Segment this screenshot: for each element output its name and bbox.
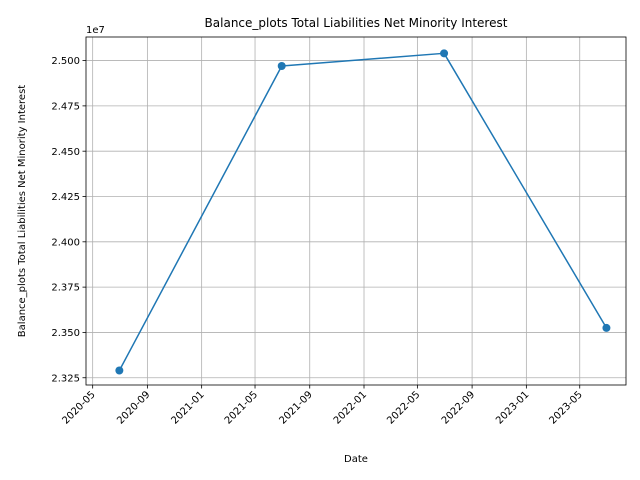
plot-area <box>115 49 611 375</box>
y-tick-label: 2.350 <box>51 328 80 339</box>
x-tick-label: 2022-05 <box>385 389 422 426</box>
x-tick-label: 2021-05 <box>223 389 260 426</box>
y-tick-label: 2.425 <box>51 192 80 203</box>
data-point-marker <box>277 62 286 70</box>
x-tick-label: 2022-01 <box>332 389 369 426</box>
y-tick-label: 2.375 <box>51 283 80 294</box>
y-tick-label: 2.500 <box>51 56 80 67</box>
y-axis-offset-label: 1e7 <box>86 25 105 36</box>
chart-title: Balance_plots Total Liabilities Net Mino… <box>205 16 508 30</box>
x-axis-title: Date <box>344 454 368 465</box>
x-tick-label: 2021-01 <box>169 389 206 426</box>
x-tick-label: 2021-09 <box>278 389 315 426</box>
x-tick-label: 2020-05 <box>60 389 97 426</box>
data-point-marker <box>602 323 611 332</box>
x-tick-label: 2023-01 <box>494 389 531 426</box>
data-point-marker <box>115 366 124 375</box>
y-tick-label: 2.400 <box>51 237 80 248</box>
grid <box>86 37 626 385</box>
y-axis: 2.325 2.350 2.375 2.400 2.425 2.450 2.475 2.500 <box>51 56 86 384</box>
y-axis-title: Balance_plots Total Liabilities Net Mino… <box>17 85 28 337</box>
y-tick-label: 2.450 <box>51 147 80 158</box>
axes-frame <box>85 36 627 386</box>
series-line <box>118 52 608 371</box>
x-tick-label: 2020-09 <box>115 389 152 426</box>
y-tick-label: 2.325 <box>51 373 80 384</box>
x-tick-label: 2023-05 <box>548 389 585 426</box>
data-point-marker <box>440 49 449 58</box>
x-axis: 2020-05 2020-09 2021-01 2021-05 2021-09 2022-… <box>60 385 585 427</box>
y-tick-label: 2.475 <box>51 101 80 112</box>
x-tick-label: 2022-09 <box>440 389 477 426</box>
